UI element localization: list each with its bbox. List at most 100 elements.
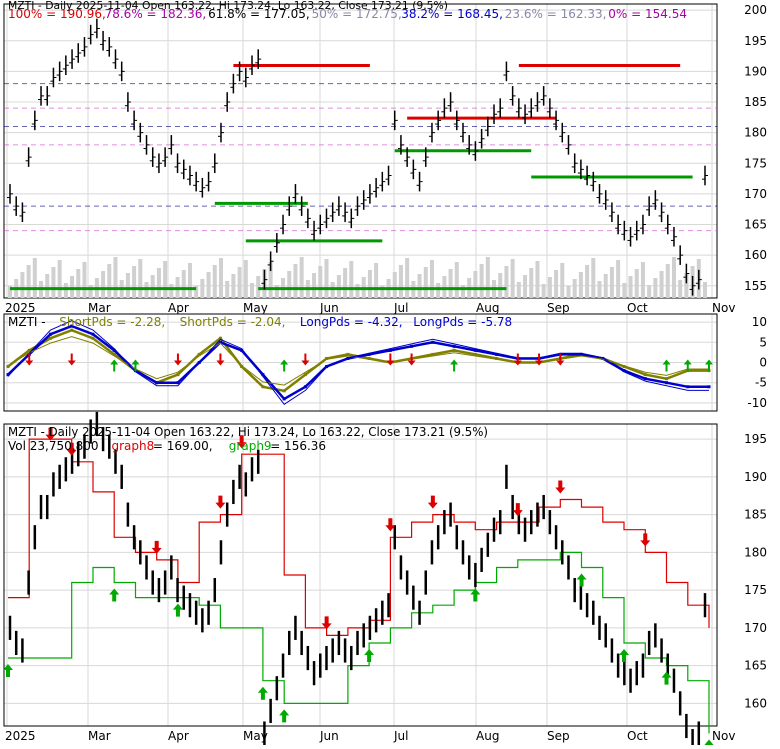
volume-bar	[541, 284, 546, 298]
longpds-line-marker	[261, 373, 265, 377]
shortpds-line-marker	[27, 348, 31, 352]
longpds-line-marker	[410, 344, 414, 348]
signal-panel-border	[3, 423, 718, 727]
volume-bar	[138, 259, 143, 298]
signal-legend-item: Vol 23,750,800	[8, 439, 98, 453]
buy-arrow	[364, 648, 375, 662]
longpds-thin-line	[7, 320, 709, 405]
shortpds-line-marker	[176, 373, 180, 377]
volume-bar	[647, 285, 652, 298]
signal-panel-ytick-label: 180	[744, 545, 767, 559]
pds-panel-ytick-label: 5	[759, 335, 767, 349]
price-panel-ytick-label: 155	[744, 279, 767, 293]
signal-legend-item: graph8	[112, 439, 155, 453]
price-panel-xtick-label: Sep	[547, 301, 570, 315]
signal-panel-ytick-label: 175	[744, 583, 767, 597]
sell-arrow	[535, 353, 544, 366]
volume-bar	[485, 257, 490, 298]
volume-bar	[684, 273, 689, 298]
volume-bar	[82, 262, 87, 298]
volume-bar	[547, 277, 552, 298]
longpds-line-marker	[643, 377, 647, 381]
shortpds-line-marker	[70, 328, 74, 332]
buy-arrow	[280, 359, 289, 372]
signal-panel-xtick-label: Apr	[168, 729, 189, 743]
volume-bar	[405, 258, 410, 298]
sell-arrow	[321, 616, 332, 630]
pds-legend-item: ShortPds = -2.04,	[180, 315, 286, 329]
volume-bar	[585, 265, 590, 298]
volume-bar	[653, 278, 658, 298]
volume-bar	[678, 280, 683, 298]
volume-bar	[622, 283, 627, 298]
signal-panel-ytick-label: 170	[744, 621, 767, 635]
volume-bar	[349, 261, 354, 298]
sell-arrow	[427, 495, 438, 509]
signal-panel-xtick-label: May	[243, 729, 268, 743]
longpds-line-marker	[388, 348, 392, 352]
volume-bar	[448, 269, 453, 298]
volume-bar	[250, 283, 255, 298]
buy-arrow	[110, 359, 119, 372]
longpds-line-marker	[622, 369, 626, 373]
volume-bar	[125, 273, 130, 298]
volume-bar	[609, 267, 614, 298]
volume-bar	[156, 268, 161, 298]
fib-legend-item: 38.2% = 168.45,	[401, 7, 503, 21]
fib-legend-item: 50% = 172.75,	[312, 7, 402, 21]
longpds-line-marker	[473, 348, 477, 352]
longpds-line-marker	[495, 352, 499, 356]
buy-arrow	[705, 359, 713, 372]
shortpds-line-marker	[261, 385, 265, 389]
longpds-line-marker	[240, 348, 244, 352]
volume-bar	[535, 261, 540, 298]
buy-arrow	[257, 686, 268, 700]
volume-bar	[181, 270, 186, 298]
sell-arrow	[236, 435, 247, 449]
volume-bar	[473, 271, 478, 298]
volume-bar	[336, 275, 341, 298]
volume-bar	[560, 263, 565, 298]
volume-bar	[26, 265, 31, 298]
shortpds-line-marker	[622, 365, 626, 369]
shortpds-line-marker	[303, 373, 307, 377]
sell-arrow	[513, 353, 522, 366]
volume-bar	[299, 257, 304, 298]
volume-bar	[616, 260, 621, 298]
volume-bar	[113, 257, 118, 298]
price-panel-xtick-label: Oct	[627, 301, 648, 315]
buy-arrow	[661, 671, 672, 685]
longpds-line-marker	[91, 332, 95, 336]
signal-panel-ytick-label: 160	[744, 696, 767, 710]
fib-legend-item: 100% = 190.96,	[8, 7, 106, 21]
signal-panel-xtick-label: Jun	[319, 729, 339, 743]
shortpds-line-marker	[452, 348, 456, 352]
volume-bar	[591, 258, 596, 298]
longpds-line-marker	[665, 381, 669, 385]
volume-bar	[398, 265, 403, 298]
volume-bar	[703, 282, 707, 298]
pds-legend-item: LongPds = -5.78	[413, 315, 512, 329]
shortpds-line-marker	[6, 365, 10, 369]
volume-bar	[169, 284, 174, 298]
volume-bar	[150, 275, 155, 298]
longpds-line-marker	[367, 352, 371, 356]
volume-bar	[194, 286, 199, 298]
volume-bar	[572, 279, 577, 298]
volume-bar	[20, 272, 25, 298]
buy-arrow	[619, 648, 630, 662]
fib-legend: 100% = 190.96,78.6% = 182.36, 61.8% = 177…	[8, 7, 687, 21]
sell-arrow	[151, 540, 162, 554]
shortpds-line-marker	[367, 356, 371, 360]
volume-bar	[529, 268, 534, 298]
sell-arrow	[25, 353, 34, 366]
sell-arrow	[407, 353, 416, 366]
volume-bar	[374, 263, 379, 298]
volume-bar	[597, 281, 602, 298]
sell-arrow	[556, 353, 565, 366]
price-panel-xtick-label: Apr	[168, 301, 189, 315]
signal-panel-xtick-label: 2025	[5, 729, 36, 743]
signal-panel-title: MZTI - Daily 2025-11-04 Open 163.22, Hi …	[8, 425, 488, 439]
signal-panel-xtick-label: Mar	[88, 729, 111, 743]
